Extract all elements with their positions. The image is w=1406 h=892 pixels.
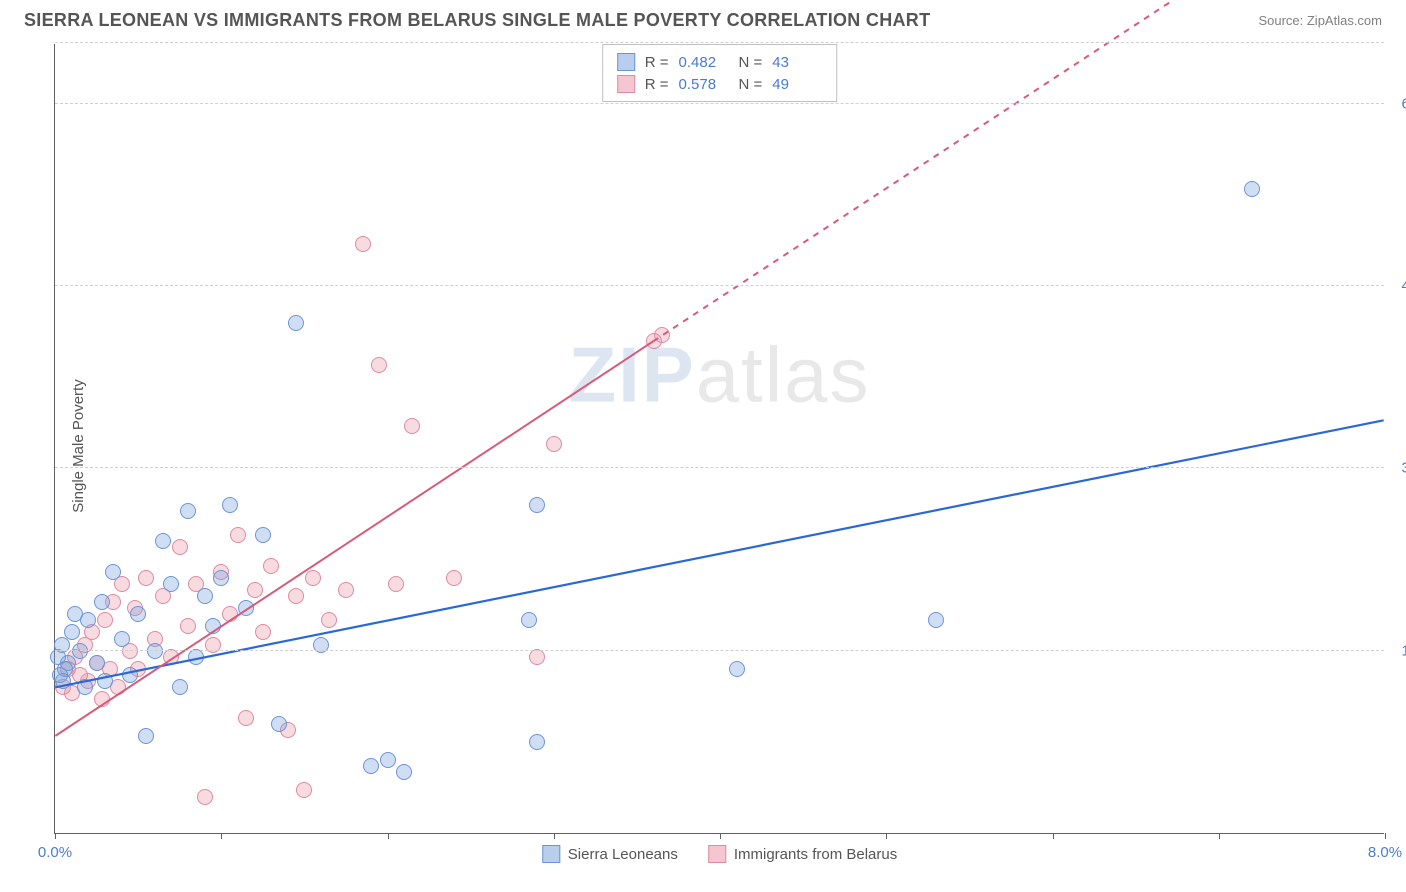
x-tick — [388, 833, 389, 839]
legend-item-belarus: Immigrants from Belarus — [708, 845, 897, 863]
gridline — [55, 650, 1384, 651]
r-value-belarus: 0.578 — [679, 76, 729, 93]
legend-label-belarus: Immigrants from Belarus — [734, 846, 897, 863]
x-tick — [554, 833, 555, 839]
swatch-sierra — [542, 845, 560, 863]
chart-header: SIERRA LEONEAN VS IMMIGRANTS FROM BELARU… — [0, 0, 1406, 35]
trend-line — [55, 420, 1383, 687]
r-label: R = — [645, 54, 669, 71]
x-tick — [1219, 833, 1220, 839]
stats-row-belarus: R = 0.578 N = 49 — [617, 73, 823, 95]
n-value-sierra: 43 — [772, 54, 822, 71]
x-tick — [1385, 833, 1386, 839]
trend-lines-layer — [55, 44, 1384, 833]
chart-title: SIERRA LEONEAN VS IMMIGRANTS FROM BELARU… — [24, 10, 930, 31]
source-attribution: Source: ZipAtlas.com — [1258, 13, 1382, 28]
n-value-belarus: 49 — [772, 76, 822, 93]
x-tick — [1053, 833, 1054, 839]
source-name: ZipAtlas.com — [1307, 13, 1382, 28]
y-tick-label: 30.0% — [1401, 460, 1406, 477]
gridline — [55, 467, 1384, 468]
y-tick-label: 45.0% — [1401, 278, 1406, 295]
gridline — [55, 103, 1384, 104]
scatter-chart: ZIPatlas R = 0.482 N = 43 R = 0.578 N = … — [54, 44, 1384, 834]
swatch-sierra — [617, 53, 635, 71]
stats-legend: R = 0.482 N = 43 R = 0.578 N = 49 — [602, 44, 838, 102]
x-tick — [720, 833, 721, 839]
source-prefix: Source: — [1258, 13, 1306, 28]
y-tick-label: 60.0% — [1401, 95, 1406, 112]
gridline — [55, 285, 1384, 286]
r-label: R = — [645, 76, 669, 93]
x-tick-label: 8.0% — [1368, 844, 1402, 861]
x-tick-label: 0.0% — [38, 844, 72, 861]
bottom-legend: Sierra Leoneans Immigrants from Belarus — [542, 845, 897, 863]
n-label: N = — [739, 54, 763, 71]
r-value-sierra: 0.482 — [679, 54, 729, 71]
x-tick — [886, 833, 887, 839]
trend-line — [55, 341, 653, 735]
gridline — [55, 42, 1384, 43]
legend-label-sierra: Sierra Leoneans — [568, 846, 678, 863]
swatch-belarus — [708, 845, 726, 863]
x-tick — [55, 833, 56, 839]
x-tick — [221, 833, 222, 839]
legend-item-sierra: Sierra Leoneans — [542, 845, 678, 863]
stats-row-sierra: R = 0.482 N = 43 — [617, 51, 823, 73]
y-tick-label: 15.0% — [1401, 642, 1406, 659]
n-label: N = — [739, 76, 763, 93]
swatch-belarus — [617, 75, 635, 93]
